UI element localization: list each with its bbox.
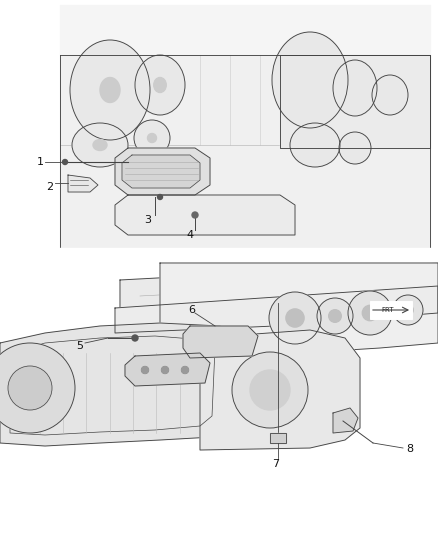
Circle shape (192, 212, 198, 218)
Bar (270, 433, 286, 443)
Text: 1: 1 (36, 157, 43, 167)
Polygon shape (115, 148, 210, 195)
Polygon shape (183, 326, 258, 358)
Circle shape (328, 310, 341, 322)
Circle shape (181, 367, 188, 374)
Ellipse shape (70, 40, 150, 140)
Circle shape (158, 195, 162, 199)
Circle shape (162, 367, 169, 374)
Polygon shape (68, 175, 98, 192)
Bar (270, 433, 286, 443)
Text: 2: 2 (46, 182, 53, 192)
Polygon shape (0, 323, 248, 446)
Ellipse shape (134, 120, 170, 156)
Text: 8: 8 (406, 444, 413, 454)
Ellipse shape (93, 140, 107, 150)
Polygon shape (0, 248, 438, 258)
Circle shape (141, 367, 148, 374)
Circle shape (232, 352, 308, 428)
Ellipse shape (290, 123, 340, 167)
Circle shape (317, 298, 353, 334)
Polygon shape (125, 353, 210, 386)
Circle shape (0, 343, 75, 433)
Circle shape (132, 335, 138, 341)
Circle shape (8, 366, 52, 410)
Polygon shape (160, 263, 438, 356)
Circle shape (362, 305, 378, 321)
Circle shape (403, 305, 413, 315)
Polygon shape (333, 408, 358, 433)
Text: FRT: FRT (382, 307, 394, 313)
Ellipse shape (100, 77, 120, 102)
Ellipse shape (339, 132, 371, 164)
Polygon shape (120, 263, 438, 316)
Polygon shape (200, 330, 360, 450)
Text: 7: 7 (272, 459, 279, 469)
Circle shape (63, 159, 67, 165)
Circle shape (393, 295, 423, 325)
Polygon shape (280, 55, 430, 148)
Polygon shape (60, 5, 430, 55)
Polygon shape (122, 155, 200, 188)
Polygon shape (60, 55, 430, 248)
Text: 4: 4 (187, 230, 194, 240)
Text: 6: 6 (188, 305, 195, 315)
Bar (370, 301, 412, 319)
Ellipse shape (72, 123, 128, 167)
Text: 3: 3 (145, 215, 152, 225)
Ellipse shape (272, 32, 348, 128)
Ellipse shape (148, 133, 156, 142)
Circle shape (250, 370, 290, 410)
Circle shape (348, 291, 392, 335)
Polygon shape (115, 286, 438, 333)
Circle shape (286, 309, 304, 327)
Ellipse shape (135, 55, 185, 115)
Ellipse shape (372, 75, 408, 115)
Circle shape (269, 292, 321, 344)
Polygon shape (115, 195, 295, 235)
Ellipse shape (154, 77, 166, 93)
Ellipse shape (333, 60, 377, 116)
Text: 5: 5 (77, 341, 84, 351)
